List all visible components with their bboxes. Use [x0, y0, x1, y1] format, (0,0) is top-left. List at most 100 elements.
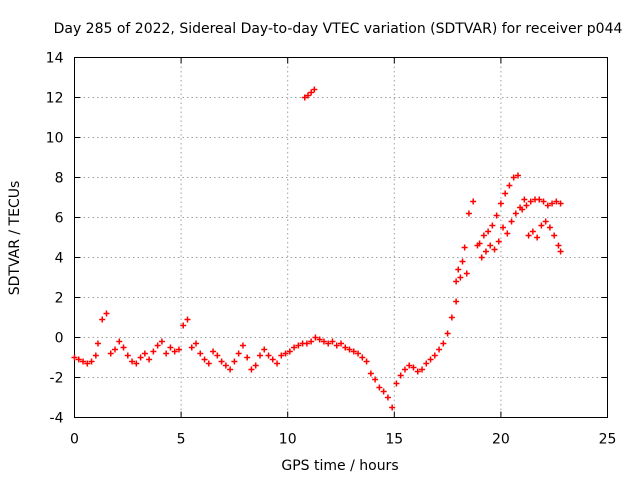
chart-title: Day 285 of 2022, Sidereal Day-to-day VTE… [54, 21, 623, 37]
data-point [480, 232, 487, 239]
data-point [308, 338, 315, 345]
data-point [316, 336, 323, 343]
data-point [465, 210, 472, 217]
y-tick-label: 8 [55, 171, 64, 187]
y-tick-label: 4 [55, 251, 64, 267]
data-point [463, 270, 470, 277]
data-point [538, 222, 545, 229]
data-point [544, 202, 551, 209]
data-point [239, 342, 246, 349]
data-point [525, 232, 532, 239]
data-point [410, 364, 417, 371]
x-tick-label: 15 [385, 432, 403, 448]
data-point [455, 266, 462, 273]
data-point [527, 198, 534, 205]
data-point [214, 352, 221, 359]
data-points [71, 86, 564, 411]
data-point [519, 206, 526, 213]
data-point [459, 258, 466, 265]
data-point [414, 368, 421, 375]
data-point [372, 376, 379, 383]
data-point [521, 196, 528, 203]
data-point [325, 340, 332, 347]
data-point [286, 348, 293, 355]
data-point [274, 360, 281, 367]
data-point [389, 404, 396, 411]
data-point [557, 200, 564, 207]
y-axis-label: SDTVAR / TECUs [7, 181, 23, 296]
data-point [557, 248, 564, 255]
data-point [555, 242, 562, 249]
data-point [436, 346, 443, 353]
data-point [546, 224, 553, 231]
data-point [342, 344, 349, 351]
data-point [542, 218, 549, 225]
data-point [540, 198, 547, 205]
data-point [92, 352, 99, 359]
data-point [510, 174, 517, 181]
data-point [154, 342, 161, 349]
y-tick-label: 6 [55, 211, 64, 227]
data-point [312, 334, 319, 341]
data-point [163, 350, 170, 357]
axis-ticks: 0 5 10 15 20 25 -4 -2 0 2 4 6 8 10 12 14 [46, 51, 617, 448]
data-point [175, 346, 182, 353]
data-point [252, 362, 259, 369]
data-point [248, 366, 255, 373]
data-point [423, 360, 430, 367]
data-point [500, 224, 507, 231]
data-point [120, 344, 127, 351]
y-tick-label: 0 [55, 331, 64, 347]
data-point [124, 352, 131, 359]
data-point [333, 342, 340, 349]
data-point [491, 246, 498, 253]
data-point [497, 200, 504, 207]
y-tick-label: 14 [46, 51, 64, 67]
data-point [88, 358, 95, 365]
data-point [482, 248, 489, 255]
data-point [99, 316, 106, 323]
data-point [506, 182, 513, 189]
data-point [218, 358, 225, 365]
data-point [536, 196, 543, 203]
data-point [235, 350, 242, 357]
data-point [282, 350, 289, 357]
data-point [514, 172, 521, 179]
data-point [146, 356, 153, 363]
data-point [84, 360, 91, 367]
data-point [478, 254, 485, 261]
x-tick-label: 25 [599, 432, 617, 448]
data-point [470, 198, 477, 205]
data-point [231, 358, 238, 365]
data-point [80, 358, 87, 365]
y-tick-label: 12 [46, 91, 64, 107]
data-point [461, 244, 468, 251]
data-point [141, 350, 148, 357]
data-point [329, 338, 336, 345]
data-point [291, 344, 298, 351]
data-point [197, 350, 204, 357]
data-point [256, 352, 263, 359]
data-point [508, 218, 515, 225]
data-point [150, 348, 157, 355]
x-tick-label: 5 [177, 432, 186, 448]
data-point [94, 340, 101, 347]
y-tick-label: 2 [55, 291, 64, 307]
data-point [295, 342, 302, 349]
data-point [107, 350, 114, 357]
data-point [304, 92, 311, 99]
data-point [359, 354, 366, 361]
data-point [338, 340, 344, 347]
data-point [512, 210, 519, 217]
data-point [180, 322, 187, 329]
data-series [71, 196, 564, 411]
data-point [301, 94, 308, 101]
data-point [116, 338, 123, 345]
data-point [397, 372, 404, 379]
data-point [261, 346, 268, 353]
data-point [367, 370, 374, 377]
data-point [493, 212, 500, 219]
data-point [112, 346, 119, 353]
data-point [549, 200, 556, 207]
data-point [419, 366, 426, 373]
